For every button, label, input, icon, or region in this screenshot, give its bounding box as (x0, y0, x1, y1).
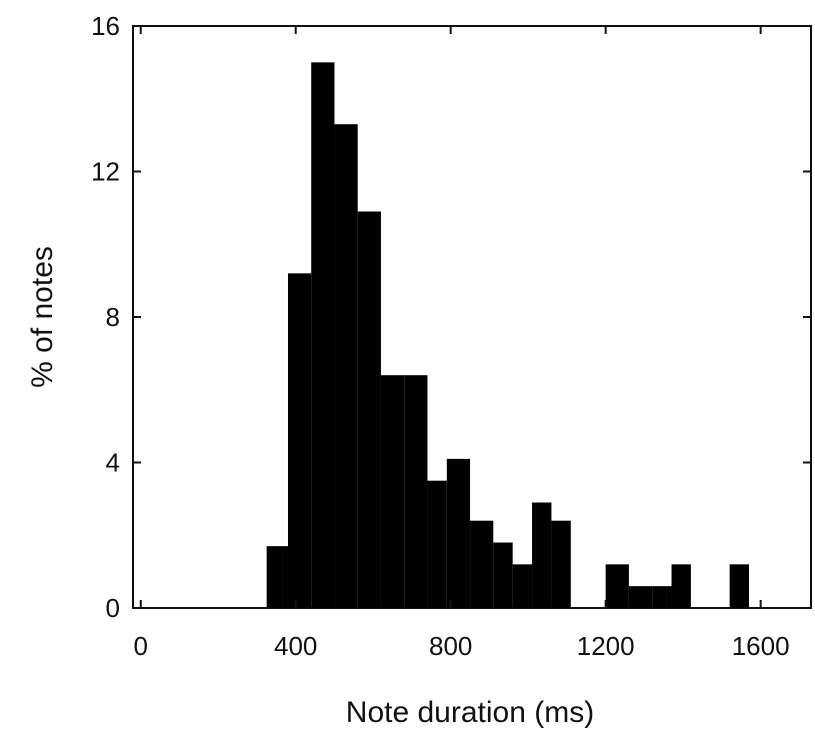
x-tick-label: 1200 (577, 631, 635, 661)
histogram-bar (358, 212, 381, 608)
histogram-bar (381, 375, 404, 608)
x-tick-label: 800 (429, 631, 472, 661)
histogram-bar (447, 459, 470, 608)
histogram-bar (532, 503, 551, 608)
histogram-bar (427, 481, 446, 608)
histogram-bar (288, 273, 311, 608)
histogram-bar (493, 543, 512, 608)
histogram-bar (672, 564, 691, 608)
y-tick-label: 12 (91, 157, 120, 187)
y-tick-label: 16 (91, 11, 120, 41)
histogram-bar (311, 62, 334, 608)
histogram-bar (267, 546, 288, 608)
histogram-bar (551, 521, 570, 608)
histogram-bar (606, 564, 629, 608)
x-axis-title: Note duration (ms) (346, 696, 594, 729)
bars-group (267, 62, 749, 608)
y-tick-label: 4 (106, 448, 120, 478)
x-tick-label: 0 (134, 631, 148, 661)
y-axis-title: % of notes (26, 246, 59, 388)
x-tick-label: 400 (274, 631, 317, 661)
histogram-bar (470, 521, 493, 608)
histogram-bar (629, 586, 652, 608)
y-tick-label: 8 (106, 302, 120, 332)
histogram-bar (652, 586, 671, 608)
histogram-bar (334, 124, 357, 608)
x-tick-label: 1600 (732, 631, 790, 661)
histogram-bar (730, 564, 749, 608)
histogram-bar (404, 375, 427, 608)
histogram-bar (513, 564, 532, 608)
y-tick-label: 0 (106, 593, 120, 623)
